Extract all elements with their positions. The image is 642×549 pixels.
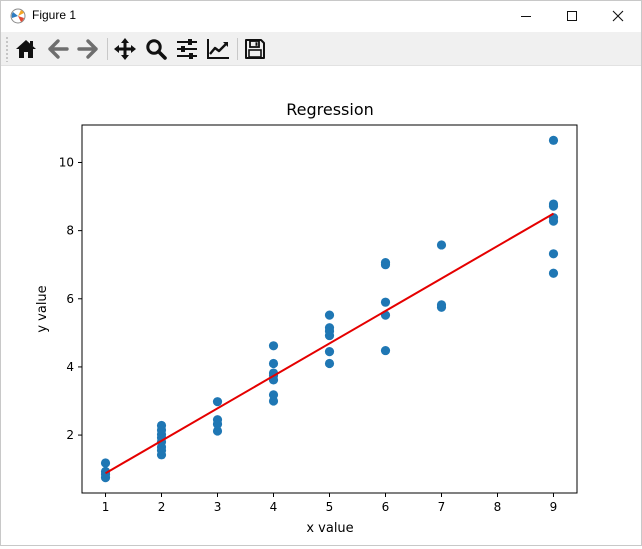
- zoom-button[interactable]: [143, 36, 169, 62]
- home-button[interactable]: [13, 36, 39, 62]
- save-button[interactable]: [242, 36, 268, 62]
- pan-button[interactable]: [112, 36, 138, 62]
- scatter-chart: Regression 1 2 3 4 5 6 7 8 9 2 4 6 8 10 x value y va…: [35, 100, 578, 536]
- line-chart-icon: [207, 39, 229, 59]
- data-point: [156, 420, 167, 431]
- toolbar-separator: [237, 38, 238, 60]
- data-point: [324, 358, 335, 369]
- plot-area-frame: [81, 124, 578, 494]
- close-button[interactable]: [595, 1, 641, 31]
- data-point: [268, 358, 279, 369]
- y-axis-label: y value: [35, 285, 50, 332]
- y-tick-label: 4: [66, 360, 74, 374]
- forward-button[interactable]: [75, 36, 101, 62]
- floppy-disk-icon: [245, 39, 265, 59]
- data-point: [380, 345, 391, 356]
- sliders-icon: [177, 39, 197, 59]
- navigation-toolbar: [1, 32, 641, 66]
- y-axis: 2 4 6 8 10: [59, 155, 82, 442]
- x-tick-label: 7: [438, 500, 446, 514]
- data-point: [100, 466, 111, 477]
- minimize-icon: [521, 16, 531, 17]
- arrow-left-icon: [48, 39, 69, 59]
- minimize-button[interactable]: [503, 1, 549, 31]
- data-point: [324, 323, 335, 333]
- data-point: [548, 249, 559, 259]
- data-point: [100, 458, 111, 468]
- data-point: [548, 268, 559, 278]
- back-button[interactable]: [45, 36, 71, 62]
- data-points: [100, 135, 559, 483]
- x-tick-label: 8: [494, 500, 502, 514]
- x-tick-label: 3: [214, 500, 222, 514]
- toolbar-grip[interactable]: [6, 36, 8, 62]
- magnifier-icon: [146, 39, 167, 60]
- close-icon: [612, 10, 624, 22]
- figure-canvas[interactable]: Regression 1 2 3 4 5 6 7 8 9 2 4 6 8 10 x value y va…: [1, 66, 641, 545]
- data-point: [548, 135, 559, 145]
- y-tick-label: 2: [66, 428, 74, 442]
- data-point: [324, 346, 335, 357]
- maximize-icon: [567, 11, 577, 21]
- data-point: [436, 300, 447, 310]
- regression-line: [105, 212, 554, 475]
- title-bar[interactable]: Figure 1: [1, 1, 641, 31]
- x-tick-label: 2: [158, 500, 166, 514]
- data-point: [268, 390, 279, 400]
- data-point: [268, 341, 279, 351]
- data-point: [436, 240, 447, 250]
- data-point: [548, 199, 559, 209]
- edit-axis-button[interactable]: [205, 36, 231, 62]
- data-point: [212, 397, 223, 407]
- fit-line-layer: [105, 212, 554, 475]
- data-point: [324, 310, 335, 320]
- maximize-button[interactable]: [549, 1, 595, 31]
- y-tick-label: 6: [66, 292, 74, 306]
- home-icon: [16, 40, 36, 58]
- y-tick-label: 8: [66, 224, 74, 238]
- x-axis: 1 2 3 4 5 6 7 8 9: [102, 493, 558, 514]
- x-tick-label: 5: [326, 500, 334, 514]
- data-point: [212, 415, 223, 425]
- data-point: [380, 297, 391, 307]
- configure-subplots-button[interactable]: [174, 36, 200, 62]
- x-tick-label: 1: [102, 500, 110, 514]
- data-point: [380, 258, 391, 268]
- app-icon: [10, 8, 26, 24]
- x-tick-label: 4: [270, 500, 278, 514]
- y-tick-label: 10: [59, 155, 74, 169]
- toolbar-separator: [107, 38, 108, 60]
- window-title: Figure 1: [32, 8, 77, 22]
- arrow-right-icon: [77, 39, 98, 59]
- data-point: [212, 426, 223, 436]
- x-axis-label: x value: [306, 521, 353, 536]
- x-tick-label: 6: [382, 500, 390, 514]
- move-icon: [114, 38, 136, 60]
- chart-title: Regression: [286, 100, 374, 119]
- x-tick-label: 9: [550, 500, 558, 514]
